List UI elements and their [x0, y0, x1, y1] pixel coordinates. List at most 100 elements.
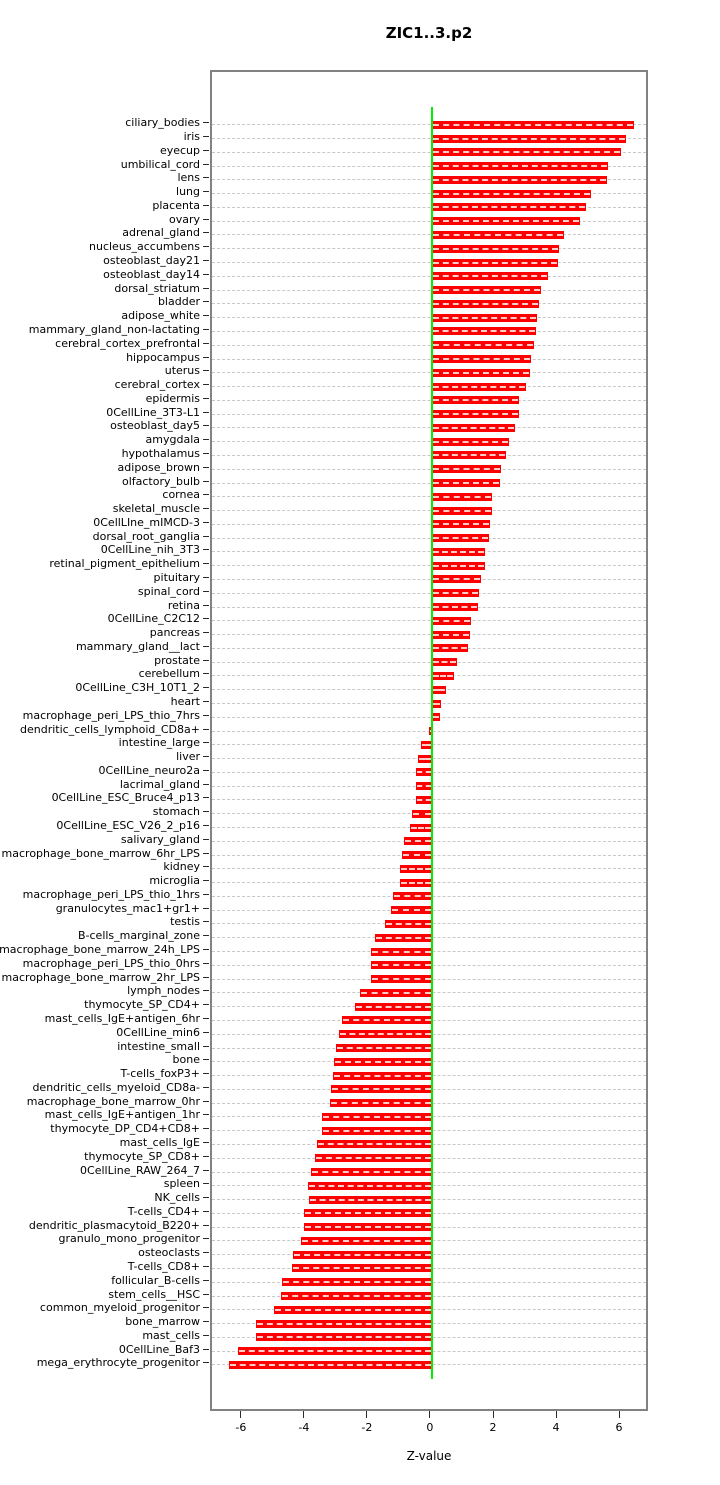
y-axis-tick [203, 1183, 209, 1185]
bar [431, 699, 442, 708]
bar-hatch [239, 1350, 431, 1353]
bar [431, 492, 492, 501]
y-axis-tick [203, 315, 209, 317]
bar [431, 575, 481, 584]
bar-hatch [302, 1239, 431, 1242]
category-label: macrophage_bone_marrow_24h_LPS [0, 943, 200, 956]
bar-hatch [432, 358, 531, 360]
category-label: macrophage_bone_marrow_2hr_LPS [1, 970, 200, 984]
category-label: lacrimal_gland [119, 777, 200, 791]
bar-hatch [432, 137, 625, 140]
category-label: mast_cells_IgE [119, 1135, 200, 1149]
bar-hatch [355, 1005, 431, 1008]
category-label: macrophage_peri_LPS_thio_0hrs [22, 956, 200, 970]
bar-hatch [322, 1129, 431, 1132]
category-label: 0CellLine_C2C12 [107, 612, 200, 626]
bar-hatch [432, 302, 538, 305]
bar [431, 630, 470, 639]
bar [431, 561, 486, 570]
y-axis-tick [203, 962, 209, 964]
y-axis-tick [203, 232, 209, 234]
bar-hatch [432, 371, 529, 374]
gridline [212, 468, 646, 470]
bar [321, 1126, 432, 1135]
gridline [212, 661, 646, 663]
category-label: umbilical_cord [120, 157, 200, 171]
bar [402, 851, 432, 859]
bar [431, 423, 516, 432]
gridline [212, 441, 646, 443]
category-label: T-cells_foxP3+ [120, 1067, 200, 1080]
bar-hatch [432, 495, 491, 498]
bar [431, 244, 560, 253]
y-axis-tick [203, 218, 209, 220]
gridline [212, 703, 646, 704]
category-label: 0CellLine_nih_3T3 [100, 543, 200, 557]
bar-hatch [322, 1115, 431, 1118]
category-label: epidermis [145, 391, 200, 405]
bar [332, 1071, 432, 1080]
category-label: thymocyte_DP_CD4+CD8+ [50, 1122, 200, 1136]
bar-hatch [429, 730, 431, 732]
y-axis-tick [203, 618, 209, 620]
y-axis-tick [203, 370, 209, 372]
y-axis-tick [203, 1017, 209, 1019]
y-axis-tick [203, 1279, 209, 1281]
y-axis-tick [203, 273, 209, 275]
bar [431, 671, 454, 680]
bar [431, 520, 491, 529]
category-label: hippocampus [126, 350, 200, 364]
category-label: 0CellLine_ESC_Bruce4_p13 [51, 791, 200, 805]
x-tick-label: -6 [235, 1421, 247, 1434]
bar [392, 892, 432, 901]
bar-hatch [432, 247, 559, 250]
y-axis-tick [203, 466, 209, 468]
bar [304, 1223, 432, 1232]
x-axis-tick [303, 1411, 305, 1418]
bar [431, 644, 469, 653]
y-axis-tick [203, 1073, 209, 1074]
gridline [212, 620, 646, 622]
y-axis-tick [203, 1031, 209, 1033]
gridline [212, 124, 646, 126]
bar-hatch [432, 426, 515, 429]
bar-hatch [417, 798, 431, 801]
bar [238, 1347, 432, 1356]
gridline [212, 289, 646, 291]
category-label: microglia [149, 874, 200, 888]
bar-hatch [360, 991, 431, 994]
x-axis-tick [555, 1411, 557, 1418]
gridline [212, 317, 646, 319]
bar-hatch [393, 895, 431, 898]
category-label: spinal_cord [137, 584, 200, 598]
category-label: macrophage_peri_LPS_thio_1hrs [22, 887, 200, 901]
bar-hatch [403, 854, 431, 856]
category-label: eyecup [159, 143, 200, 157]
category-label: mammary_gland__lact [75, 639, 200, 653]
category-label: intestine_small [117, 1039, 200, 1053]
x-axis-title: Z-value [406, 1449, 452, 1463]
y-axis-tick [203, 149, 209, 151]
y-axis-tick [203, 356, 209, 358]
bar [431, 327, 536, 336]
bar-hatch [401, 867, 431, 870]
y-axis-tick [203, 769, 209, 771]
bar [431, 713, 440, 722]
category-label: 0CellLine_C3H_10T1_2 [75, 681, 200, 695]
y-axis-tick [203, 797, 209, 799]
category-label: intestine_large [118, 736, 200, 750]
bar-hatch [421, 743, 431, 746]
bar [431, 203, 587, 212]
bar-hatch [432, 482, 499, 484]
category-label: 0CellLine_ESC_V26_2_p16 [56, 819, 200, 832]
gridline [212, 399, 646, 401]
category-label: adipose_brown [117, 460, 200, 474]
bar [431, 465, 502, 474]
bar [321, 1112, 432, 1121]
gridline [212, 565, 646, 567]
y-axis-tick [203, 893, 209, 895]
category-label: adrenal_gland [122, 226, 200, 240]
bar-hatch [432, 399, 518, 402]
bar-hatch [432, 289, 540, 292]
y-axis-tick [203, 921, 209, 923]
